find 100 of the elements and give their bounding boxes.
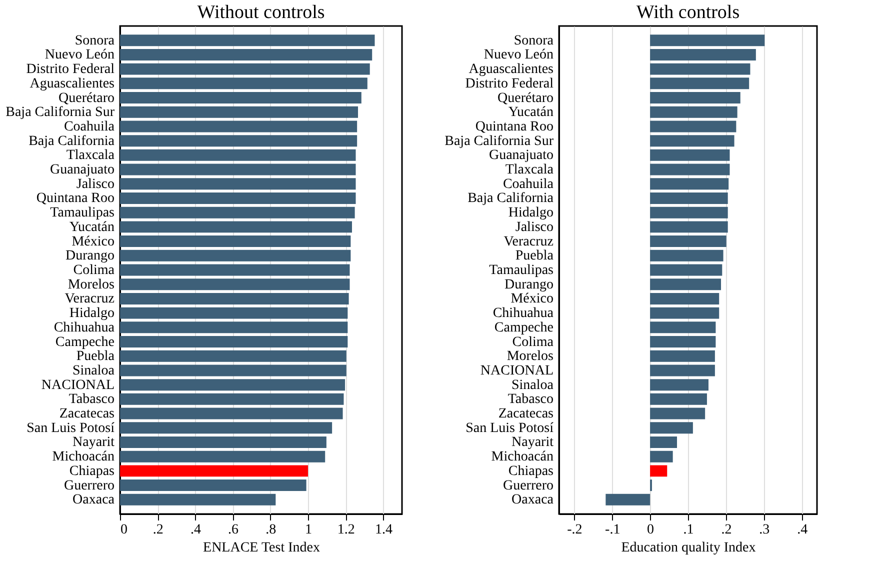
bar — [120, 422, 332, 434]
y-tick-label: Guanajuato — [488, 148, 554, 164]
bar — [120, 149, 356, 161]
bar — [650, 236, 726, 248]
bar — [120, 292, 349, 304]
y-tick-label: NACIONAL — [480, 363, 554, 378]
y-tick-label: Jalisco — [76, 176, 114, 192]
bar — [120, 34, 375, 46]
x-tick-label: 1.2 — [337, 522, 355, 538]
y-tick-label: Oaxaca — [512, 492, 554, 508]
bar — [120, 350, 346, 362]
bar — [120, 480, 306, 492]
bar — [650, 292, 720, 304]
bar — [650, 149, 730, 161]
bar — [650, 178, 729, 190]
y-tick-label: Chihuahua — [492, 306, 554, 322]
bar — [650, 350, 715, 362]
y-tick-label: Colima — [73, 263, 116, 278]
bar — [120, 307, 348, 319]
y-tick-label: Morelos — [506, 349, 554, 364]
y-tick-label: Baja California Sur — [444, 134, 554, 149]
bar — [120, 48, 372, 60]
y-tick-label: Campeche — [494, 320, 554, 336]
y-tick-label: Baja California — [28, 134, 116, 149]
bar — [120, 120, 358, 132]
y-tick-label: Chihuahua — [54, 320, 116, 336]
x-tick-label: .8 — [266, 522, 276, 538]
bar — [120, 92, 362, 104]
bar — [120, 393, 344, 405]
y-tick-label: Tamaulipas — [50, 206, 114, 221]
x-tick-label: 1.4 — [374, 522, 392, 538]
y-tick-label: Querétaro — [498, 90, 554, 106]
bar — [120, 450, 326, 462]
y-tick-label: Michoacán — [52, 450, 114, 465]
bar — [120, 494, 276, 506]
y-tick-label: Veracruz — [504, 234, 554, 250]
bar — [120, 364, 346, 376]
y-tick-label: Baja California Sur — [6, 105, 115, 120]
y-tick-label: Nayarit — [512, 435, 554, 450]
bar — [650, 436, 677, 448]
bar — [650, 63, 750, 75]
y-tick-label: Tlaxcala — [505, 162, 554, 178]
y-tick-label: Aguascalientes — [468, 62, 554, 78]
bar — [650, 364, 715, 376]
y-tick-label: Nuevo León — [44, 48, 114, 63]
bar — [650, 34, 765, 46]
y-tick-label: Sinaloa — [72, 363, 116, 378]
bar — [650, 120, 736, 132]
bar — [650, 192, 728, 204]
x-tick-label: .6 — [228, 522, 239, 538]
y-tick-label: Guerrero — [64, 478, 114, 494]
y-tick-label: Puebla — [76, 349, 116, 364]
chart-title: With controls — [636, 2, 740, 23]
y-tick-label: Quintana Roo — [475, 119, 554, 134]
y-tick-label: México — [510, 292, 554, 307]
bar — [606, 494, 650, 506]
y-tick-label: Tamaulipas — [489, 263, 554, 278]
x-tick-label: .1 — [683, 522, 694, 538]
x-tick-label: .2 — [721, 522, 732, 538]
bar — [650, 78, 750, 90]
y-tick-label: San Luis Potosí — [26, 420, 115, 436]
bar — [120, 164, 356, 176]
bar — [650, 164, 730, 176]
y-tick-label: Chiapas — [508, 464, 554, 479]
bar — [650, 450, 673, 462]
bar — [650, 135, 734, 147]
y-tick-label: Zacatecas — [498, 406, 554, 422]
y-tick-label: San Luis Potosí — [466, 420, 554, 436]
bar — [120, 63, 370, 75]
y-tick-label: México — [72, 234, 114, 250]
x-tick-label: -.1 — [605, 522, 620, 538]
y-tick-label: Baja California — [468, 191, 554, 206]
x-tick-label: 1 — [305, 522, 312, 538]
bar — [120, 278, 350, 290]
y-tick-label: Hidalgo — [508, 206, 554, 221]
y-tick-label: Tabasco — [508, 392, 554, 408]
y-tick-label: Yucatán — [508, 105, 554, 120]
bar — [120, 206, 355, 218]
bar — [120, 336, 348, 348]
x-tick-label: .4 — [797, 522, 808, 538]
y-tick-label: Tlaxcala — [66, 148, 116, 164]
bar — [120, 78, 368, 90]
bar — [120, 106, 358, 118]
bar — [120, 465, 308, 477]
y-tick-label: Veracruz — [64, 292, 114, 307]
y-tick-label: Nayarit — [72, 435, 115, 450]
x-tick-label: 0 — [647, 522, 654, 538]
y-tick-label: Zacatecas — [59, 406, 114, 422]
y-tick-label: Colima — [512, 334, 554, 350]
y-tick-label: Hidalgo — [69, 306, 114, 322]
y-tick-label: Oaxaca — [72, 492, 116, 508]
y-tick-label: Sinaloa — [512, 378, 554, 393]
y-tick-label: Campeche — [55, 334, 114, 350]
y-tick-label: NACIONAL — [41, 378, 114, 393]
bar — [120, 192, 356, 204]
y-tick-label: Yucatán — [69, 220, 114, 235]
bar — [650, 393, 707, 405]
bar — [650, 48, 756, 60]
y-tick-label: Distrito Federal — [26, 62, 115, 78]
y-tick-label: Sonora — [514, 33, 554, 48]
